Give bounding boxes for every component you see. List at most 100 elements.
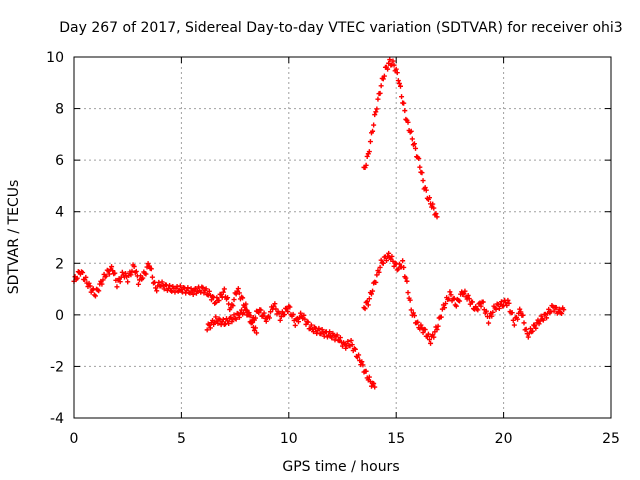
x-tick-label-4: 20 [495, 431, 513, 447]
data-point [397, 83, 403, 89]
data-point [161, 286, 167, 292]
data-point [213, 314, 219, 320]
data-point [483, 308, 489, 314]
data-point [233, 291, 239, 297]
data-point [402, 108, 408, 114]
data-point [366, 296, 372, 302]
data-point [129, 268, 135, 274]
data-point [408, 128, 414, 134]
data-point [533, 325, 539, 331]
data-point [418, 322, 424, 328]
data-point [188, 286, 194, 292]
data-point [360, 362, 366, 368]
data-point [249, 318, 255, 324]
data-point [496, 305, 502, 311]
data-point [409, 136, 415, 142]
data-point [298, 310, 304, 316]
data-point [243, 307, 249, 313]
data-point [311, 329, 317, 335]
data-point [365, 302, 371, 308]
data-point [263, 318, 269, 324]
data-point [505, 297, 511, 303]
data-point [206, 288, 212, 294]
data-point [359, 359, 365, 365]
data-point [148, 266, 154, 272]
data-point [493, 306, 499, 312]
data-point [149, 274, 155, 280]
data-point [208, 297, 214, 303]
data-point [415, 319, 421, 325]
data-point [384, 258, 390, 264]
data-point [489, 313, 495, 319]
data-point [370, 128, 376, 134]
x-tick-label-5: 25 [602, 431, 620, 447]
data-point [511, 322, 517, 328]
data-point [190, 291, 196, 297]
data-point [517, 306, 523, 312]
y-axis-label: SDTVAR / TECUs [6, 180, 22, 295]
data-point [515, 316, 521, 322]
data-point [368, 291, 374, 297]
data-point [112, 270, 118, 276]
data-point [230, 303, 236, 309]
data-point [364, 299, 370, 305]
data-point [553, 304, 559, 310]
data-point [422, 185, 428, 191]
data-point [216, 298, 222, 304]
data-point [285, 309, 291, 315]
data-point [525, 334, 531, 340]
data-point [561, 307, 567, 313]
data-point [96, 288, 102, 294]
data-point [348, 338, 354, 344]
data-point [119, 269, 125, 275]
data-point [225, 295, 231, 301]
data-point [426, 337, 432, 343]
data-point [381, 73, 387, 79]
data-point [478, 303, 484, 309]
y-tick-label-1: -2 [50, 359, 64, 375]
data-point [201, 290, 207, 296]
data-point [538, 313, 544, 319]
data-point [420, 178, 426, 184]
data-point [241, 310, 247, 316]
data-point [378, 257, 384, 263]
data-point [391, 62, 397, 68]
data-point [520, 312, 526, 318]
data-point [443, 301, 449, 307]
data-point [559, 311, 565, 317]
data-point [373, 279, 379, 285]
data-point [301, 312, 307, 318]
data-point [371, 381, 377, 387]
data-point [99, 281, 105, 287]
data-point [465, 292, 471, 298]
data-point [385, 66, 391, 72]
data-point [356, 352, 362, 358]
data-point [370, 288, 376, 294]
data-point [453, 303, 459, 309]
data-point [253, 315, 259, 321]
data-point [377, 90, 383, 96]
data-point [405, 290, 411, 296]
data-point [284, 306, 290, 312]
data-point [366, 149, 372, 155]
data-point [337, 335, 343, 341]
data-point [114, 284, 120, 290]
data-point [374, 272, 380, 278]
data-point [334, 332, 340, 338]
data-point [117, 279, 123, 285]
data-point [372, 112, 378, 118]
data-point [207, 325, 213, 331]
data-point [386, 250, 392, 256]
data-point [367, 139, 373, 145]
data-point [544, 315, 550, 321]
data-point [389, 253, 395, 259]
data-point [375, 96, 381, 102]
data-point [527, 326, 533, 332]
data-point [411, 141, 417, 147]
data-point [430, 201, 436, 207]
data-point [448, 292, 454, 298]
data-point [416, 156, 422, 162]
data-point [400, 258, 406, 264]
data-point [372, 384, 378, 390]
